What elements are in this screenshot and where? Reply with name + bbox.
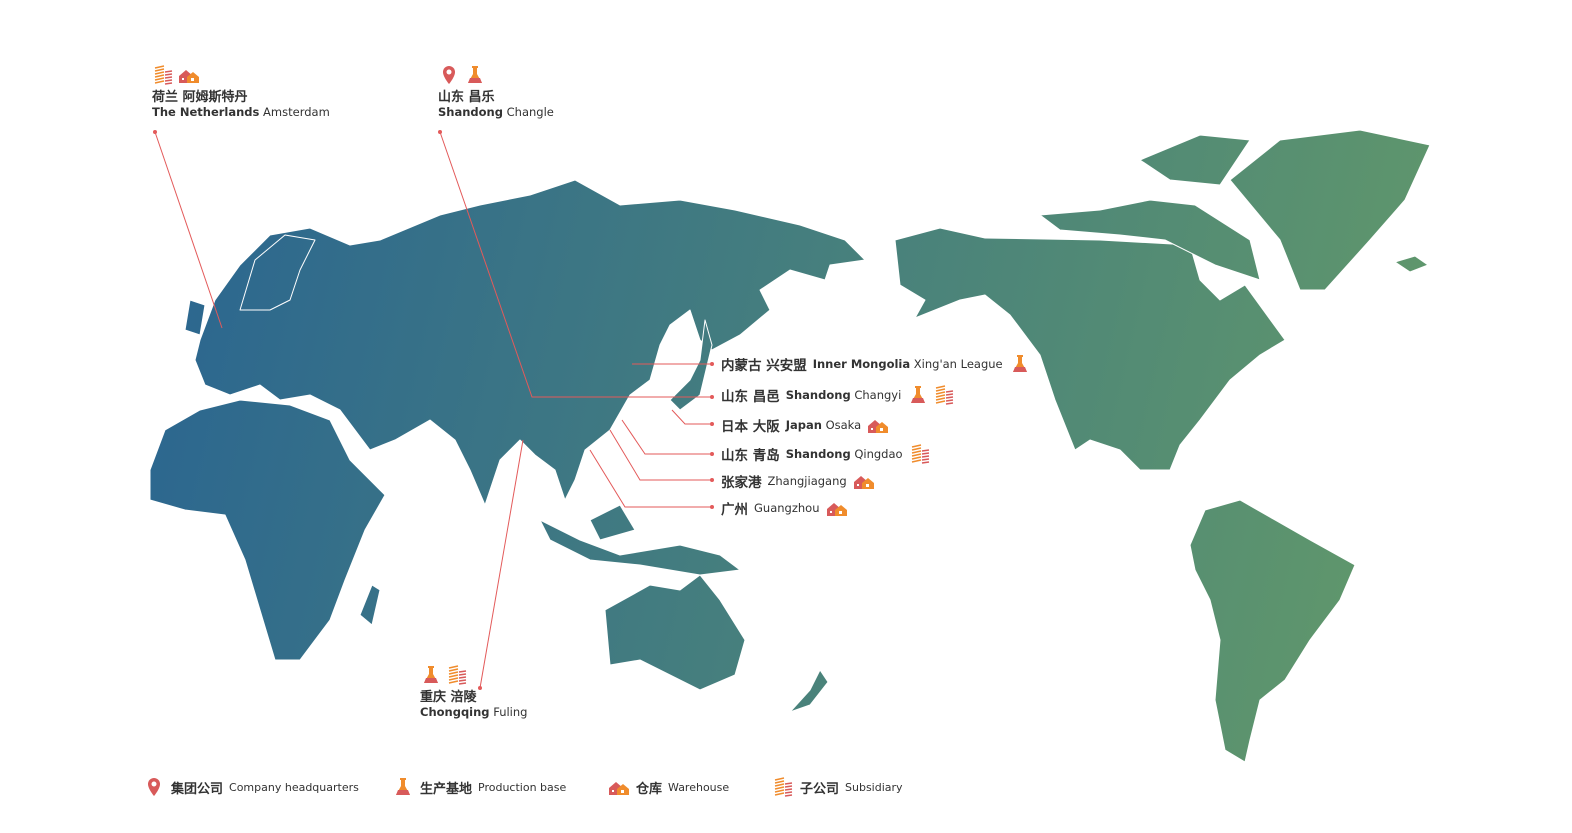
legend-label-en: Company headquarters bbox=[229, 780, 359, 794]
africa bbox=[149, 399, 386, 661]
icon-group bbox=[1009, 353, 1031, 375]
australia bbox=[604, 574, 746, 691]
location-name-en: Inner Mongolia Xing'an League bbox=[812, 357, 1003, 371]
warehouse-icon bbox=[826, 503, 847, 516]
legend-label-en: Warehouse bbox=[668, 780, 730, 794]
subsidiary-icon bbox=[911, 444, 929, 464]
location-fuling: 重庆 涪陵 Chongqing Fuling bbox=[420, 664, 527, 719]
location-row: 山东 昌邑 Shandong Changyi bbox=[721, 384, 955, 406]
leader-lines bbox=[154, 131, 712, 689]
location-name-zh: 日本 大阪 bbox=[721, 419, 780, 435]
warehouse-icon bbox=[853, 476, 874, 489]
location-name-en: Japan Osaka bbox=[785, 418, 862, 432]
location-changle: 山东 昌乐 Shandong Changle bbox=[438, 64, 554, 119]
legend-label-zh: 子公司 bbox=[800, 781, 840, 797]
production-flask-icon bbox=[424, 666, 438, 683]
location-name-zh: 内蒙古 兴安盟 bbox=[721, 358, 807, 374]
production-flask-icon bbox=[468, 66, 482, 83]
southeast-asia-islands bbox=[539, 504, 741, 576]
location-name-en: Zhangjiagang bbox=[767, 474, 847, 488]
icon-group bbox=[152, 64, 330, 86]
location-row: 日本 大阪 Japan Osaka bbox=[721, 414, 889, 436]
legend-item: 生产基地 Production base bbox=[392, 776, 566, 798]
legend-item: 仓库 Warehouse bbox=[608, 776, 729, 798]
legend-label-zh: 仓库 bbox=[636, 781, 663, 797]
icon-group bbox=[438, 64, 554, 86]
headquarters-pin-icon bbox=[148, 778, 160, 796]
warehouse-icon bbox=[179, 70, 199, 83]
production-flask-icon bbox=[1012, 355, 1027, 372]
icon-group bbox=[909, 443, 931, 465]
icon-group bbox=[853, 470, 875, 492]
scandinavia bbox=[239, 234, 316, 311]
subsidiary-icon bbox=[448, 665, 467, 685]
subsidiary-icon bbox=[774, 777, 793, 797]
uk bbox=[184, 299, 206, 336]
greenland bbox=[1229, 129, 1431, 291]
location-row: 广州 Guangzhou bbox=[721, 497, 848, 519]
location-name-zh: 山东 昌乐 bbox=[438, 90, 495, 105]
headquarters-pin-icon bbox=[443, 66, 455, 84]
location-name-zh: 山东 昌邑 bbox=[721, 389, 780, 405]
eurasia bbox=[194, 179, 866, 506]
location-name-en: Shandong Qingdao bbox=[785, 447, 903, 461]
japan bbox=[669, 319, 713, 411]
madagascar bbox=[359, 584, 381, 626]
production-flask-icon bbox=[911, 386, 926, 403]
icon-group bbox=[420, 664, 527, 686]
legend-label-zh: 集团公司 bbox=[171, 781, 224, 797]
legend-label-zh: 生产基地 bbox=[420, 781, 473, 797]
location-name-zh: 山东 青岛 bbox=[721, 448, 780, 464]
warehouse-icon bbox=[609, 782, 629, 795]
location-name-en: Shandong Changle bbox=[438, 105, 554, 119]
leader-dots bbox=[153, 130, 714, 690]
location-name-en: The Netherlands Amsterdam bbox=[152, 105, 330, 119]
north-america bbox=[894, 227, 1286, 471]
location-row: 张家港 Zhangjiagang bbox=[721, 470, 875, 492]
location-amsterdam: 荷兰 阿姆斯特丹 The Netherlands Amsterdam bbox=[152, 64, 330, 119]
icon-group bbox=[867, 414, 889, 436]
icon-group bbox=[826, 497, 848, 519]
legend-label-en: Subsidiary bbox=[845, 780, 903, 794]
warehouse-icon bbox=[868, 420, 889, 433]
subsidiary-icon bbox=[936, 385, 954, 405]
icon-group bbox=[907, 384, 955, 406]
production-flask-icon bbox=[396, 778, 410, 795]
legend-item: 子公司 Subsidiary bbox=[772, 776, 903, 798]
south-america bbox=[1189, 499, 1356, 763]
location-name-en: Shandong Changyi bbox=[785, 388, 902, 402]
location-name-zh: 张家港 bbox=[721, 475, 762, 491]
subsidiary-icon bbox=[154, 65, 173, 85]
legend-item: 集团公司 Company headquarters bbox=[143, 776, 359, 798]
location-name-en: Guangzhou bbox=[754, 501, 820, 515]
arctic-islands bbox=[1039, 134, 1261, 281]
location-name-zh: 重庆 涪陵 bbox=[420, 690, 477, 705]
location-name-zh: 荷兰 阿姆斯特丹 bbox=[152, 90, 248, 105]
location-name-zh: 广州 bbox=[721, 502, 748, 518]
location-row: 山东 青岛 Shandong Qingdao bbox=[721, 443, 931, 465]
location-name-en: Chongqing Fuling bbox=[420, 705, 528, 719]
iceland bbox=[1394, 255, 1429, 273]
new-zealand bbox=[789, 669, 829, 713]
location-row: 内蒙古 兴安盟 Inner Mongolia Xing'an League bbox=[721, 353, 1031, 375]
legend-label-en: Production base bbox=[478, 780, 567, 794]
